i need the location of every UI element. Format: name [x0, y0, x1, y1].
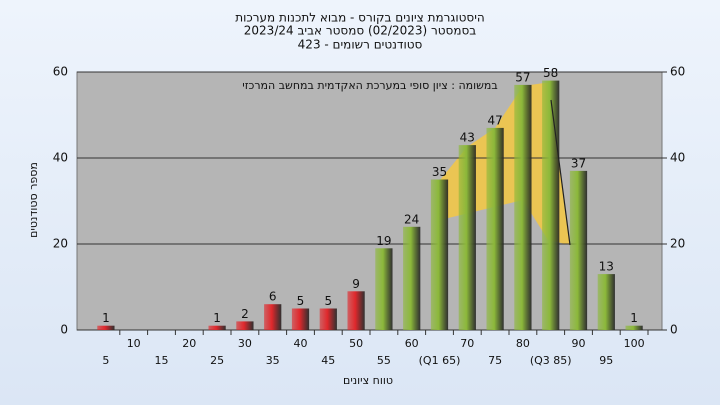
y-tick-label: 20 — [53, 237, 68, 251]
bar — [236, 321, 254, 330]
x-tick-label: 50 — [349, 337, 363, 350]
bar — [430, 179, 449, 330]
bar — [403, 226, 421, 330]
value-label: 6 — [269, 290, 277, 304]
value-label: 24 — [404, 212, 419, 226]
bar — [458, 145, 476, 330]
chart-subtitle: סטודנטים רשומים - 423 — [298, 38, 423, 52]
x-tick-label: 20 — [182, 337, 196, 350]
x-tick-label: (Q1 65) — [419, 354, 461, 367]
y2-tick-label: 20 — [670, 237, 685, 251]
bar — [347, 291, 365, 330]
x-tick-label: 95 — [599, 354, 613, 367]
value-label: 19 — [376, 234, 391, 248]
bar — [597, 274, 615, 330]
x-tick-label: 70 — [460, 337, 474, 350]
x-tick-label: 90 — [572, 337, 586, 350]
y-axis-label: מספר סטודנטים — [27, 162, 40, 238]
y2-tick-label: 0 — [670, 323, 678, 337]
bar — [486, 127, 504, 331]
bar — [264, 304, 282, 330]
bar — [375, 248, 393, 330]
y-tick-label: 40 — [53, 151, 68, 165]
value-label: 35 — [432, 165, 447, 179]
bar — [97, 325, 115, 330]
bar — [291, 308, 310, 330]
x-tick-label: 60 — [405, 337, 419, 350]
x-axis-label: טווח ציונים — [343, 374, 393, 387]
value-label: 43 — [460, 131, 475, 145]
value-label: 1 — [102, 311, 110, 325]
x-tick-label: 10 — [127, 337, 141, 350]
x-tick-label: 15 — [155, 354, 169, 367]
value-label: 57 — [515, 70, 530, 84]
value-label: 1 — [213, 311, 221, 325]
value-label: 1 — [630, 311, 638, 325]
value-label: 37 — [571, 156, 586, 170]
value-label: 9 — [352, 277, 360, 291]
y2-tick-label: 40 — [670, 151, 685, 165]
y2-tick-label: 60 — [670, 65, 685, 79]
value-label: 5 — [324, 294, 332, 308]
value-label: 58 — [543, 66, 558, 80]
y-tick-label: 60 — [53, 65, 68, 79]
bar — [319, 308, 337, 330]
x-tick-label: 75 — [488, 354, 502, 367]
trend-line — [550, 99, 571, 246]
annotation: במשומה : ציון סופי במערכת האקדמית במחשב … — [242, 79, 498, 92]
bar — [542, 80, 560, 330]
x-tick-label: (Q3 85) — [530, 354, 572, 367]
value-label: 47 — [487, 113, 502, 127]
x-tick-label: 35 — [266, 354, 280, 367]
bar — [208, 325, 226, 330]
x-tick-label: 5 — [102, 354, 109, 367]
value-label: 5 — [297, 294, 305, 308]
x-tick-label: 30 — [238, 337, 252, 350]
value-label: 2 — [241, 307, 249, 321]
x-tick-label: 45 — [321, 354, 335, 367]
chart-subtitle: בסמסטר (02/2023) סמסטר אביב 2023/24 — [244, 24, 476, 38]
bar — [514, 84, 532, 331]
x-tick-label: 80 — [516, 337, 530, 350]
x-tick-label: 40 — [294, 337, 308, 350]
x-tick-label: 55 — [377, 354, 391, 367]
y-tick-label: 0 — [60, 323, 68, 337]
value-label: 13 — [599, 260, 614, 274]
chart-title: היסטוגרמת ציונים בקורס - מבוא לתכנות מער… — [235, 11, 484, 25]
x-tick-label: 100 — [624, 337, 645, 350]
bar — [569, 170, 588, 330]
bar — [625, 325, 643, 330]
x-tick-label: 25 — [210, 354, 224, 367]
